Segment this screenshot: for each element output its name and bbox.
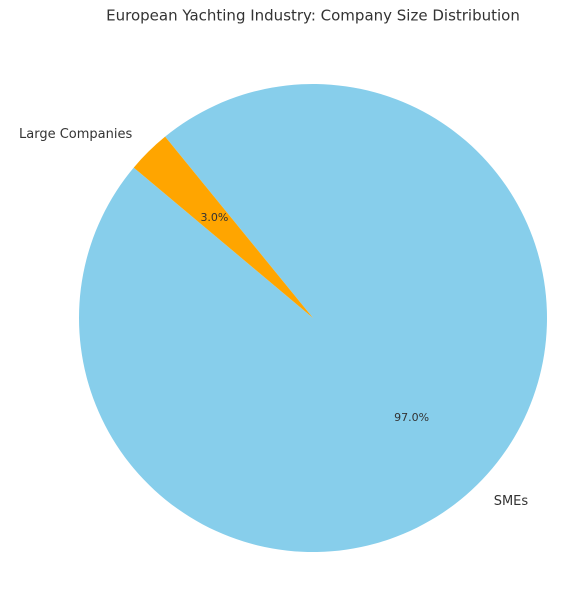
pie-slice bbox=[133, 136, 313, 318]
chart-title: European Yachting Industry: Company Size… bbox=[106, 7, 520, 25]
percent-label: 97.0% bbox=[394, 411, 429, 424]
percent-label: 3.0% bbox=[200, 211, 228, 224]
slice-label: Large Companies bbox=[19, 127, 132, 142]
slice-label: SMEs bbox=[494, 494, 529, 509]
pie-slice bbox=[79, 84, 547, 553]
